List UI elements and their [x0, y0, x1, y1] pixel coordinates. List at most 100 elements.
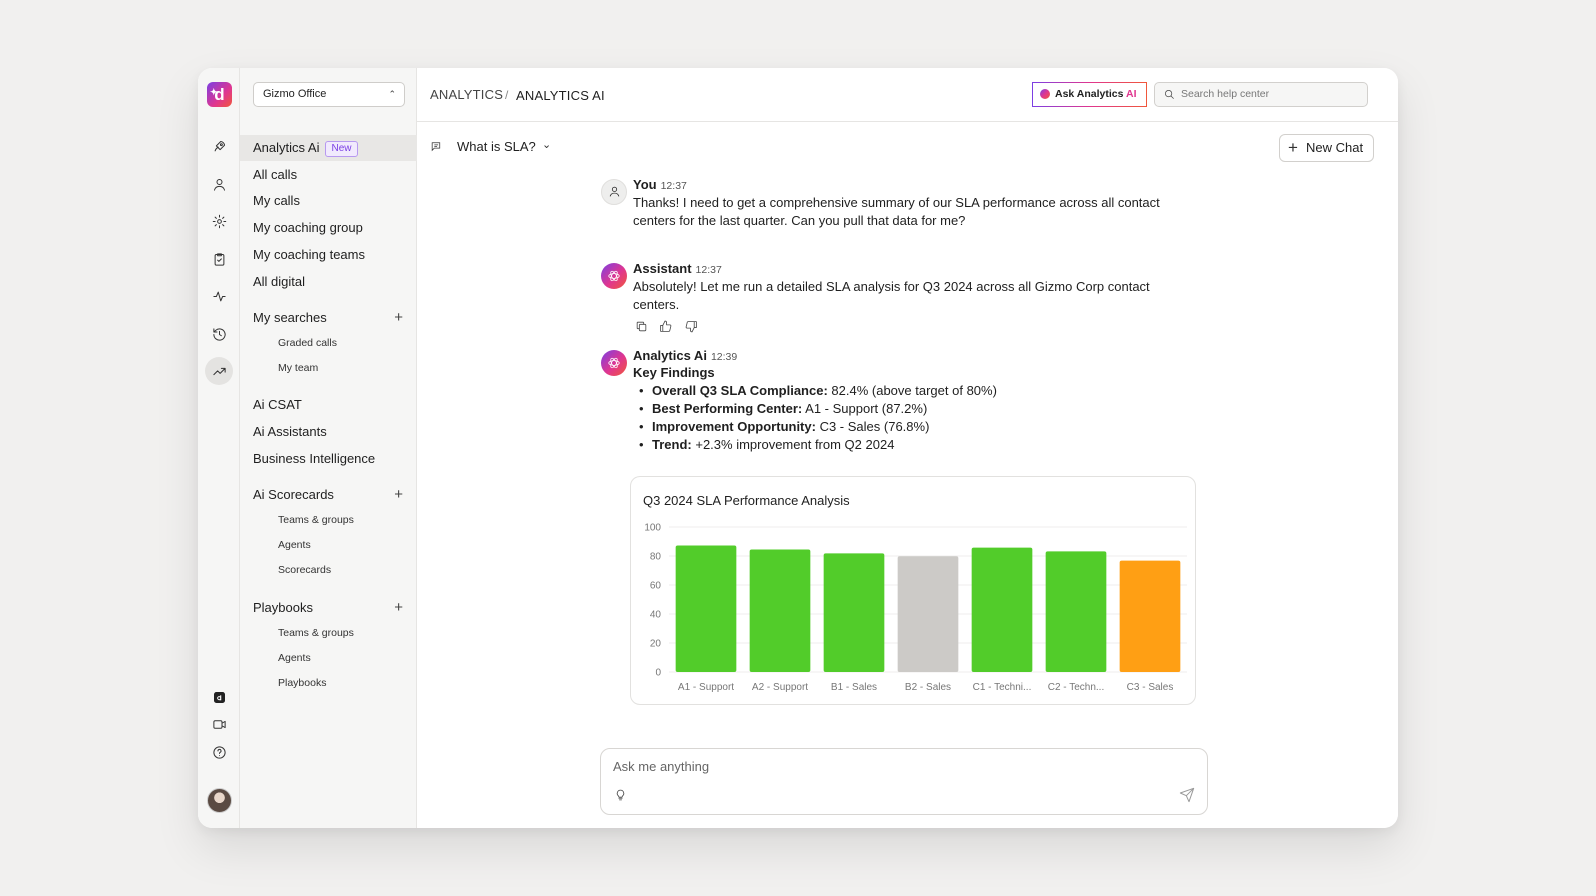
new-chat-label: New Chat — [1306, 140, 1364, 155]
activity-icon[interactable] — [207, 284, 231, 308]
sidebar-item-all-calls[interactable]: All calls — [240, 162, 417, 188]
sidebar-subitem-playbooks[interactable]: Playbooks — [278, 677, 327, 689]
thumbs-up-icon[interactable] — [659, 320, 673, 334]
sidebar-item-label: All digital — [253, 274, 306, 289]
clipboard-icon[interactable] — [207, 247, 231, 271]
main-panel: ANALYTICS / ANALYTICS AI Ask Analytics A… — [417, 68, 1398, 828]
sidebar-subitem-teams-groups[interactable]: Teams & groups — [278, 514, 354, 526]
sidebar-item-all-digital[interactable]: All digital — [240, 269, 417, 295]
sidebar-subitem-teams-groups[interactable]: Teams & groups — [278, 627, 354, 639]
history-icon[interactable] — [207, 322, 231, 346]
chart-title: Q3 2024 SLA Performance Analysis — [643, 493, 850, 508]
app-logo-icon[interactable] — [207, 685, 231, 709]
chart-bar[interactable] — [897, 556, 959, 672]
y-tick-label: 20 — [650, 639, 662, 650]
sidebar-item-my-calls[interactable]: My calls — [240, 188, 417, 214]
findings-list: Overall Q3 SLA Compliance: 82.4% (above … — [639, 382, 997, 454]
sidebar-item-my-coaching-group[interactable]: My coaching group — [240, 215, 417, 241]
user-avatar — [601, 179, 627, 205]
top-bar: ANALYTICS / ANALYTICS AI Ask Analytics A… — [417, 68, 1398, 122]
sidebar-item-business-intelligence[interactable]: Business Intelligence — [240, 446, 417, 472]
chat-history-icon — [431, 142, 441, 152]
chart-bar[interactable] — [823, 553, 885, 672]
x-tick-label: A1 - Support — [678, 682, 734, 693]
chart-bar[interactable] — [971, 547, 1033, 672]
sidebar-subitem-my-team[interactable]: My team — [278, 362, 319, 374]
sidebar-subitem-agents[interactable]: Agents — [278, 539, 311, 551]
new-badge: New — [325, 141, 358, 157]
chart-bar[interactable] — [1119, 560, 1181, 672]
sidebar-item-analytics-ai[interactable]: Analytics Ai New — [240, 135, 417, 161]
workspace-select[interactable]: Gizmo Office ⌃ — [253, 82, 405, 107]
thumbs-down-icon[interactable] — [685, 320, 699, 334]
app-logo-icon[interactable]: ✦ d — [207, 82, 232, 107]
message-text: Absolutely! Let me run a detailed SLA an… — [633, 279, 1150, 312]
add-scorecard-icon[interactable]: + — [394, 486, 403, 503]
x-tick-label: B2 - Sales — [905, 682, 951, 693]
ask-analytics-ai-button[interactable]: Ask Analytics AI — [1032, 82, 1147, 107]
x-tick-label: B1 - Sales — [831, 682, 877, 693]
y-tick-label: 40 — [650, 610, 662, 621]
x-tick-label: C3 - Sales — [1127, 682, 1174, 693]
sidebar-item-ai-assistants[interactable]: Ai Assistants — [240, 419, 417, 445]
ask-button-label: Ask Analytics — [1055, 88, 1124, 100]
sidebar-item-ai-scorecards[interactable]: Ai Scorecards — [240, 482, 417, 508]
search-placeholder: Search help center — [1181, 88, 1270, 100]
ask-button-ai-label: AI — [1126, 88, 1137, 100]
chat-composer — [600, 748, 1208, 815]
list-item: Improvement Opportunity: C3 - Sales (76.… — [639, 418, 997, 436]
sidebar-subitem-agents[interactable]: Agents — [278, 652, 311, 664]
plus-icon: + — [1288, 138, 1298, 157]
chart-card: 0 20 40 60 80 100 A1 - Support A2 - Support B1 -… — [630, 476, 1196, 705]
breadcrumb-separator: / — [505, 88, 509, 102]
workspace-name: Gizmo Office — [263, 88, 327, 100]
avatar[interactable] — [207, 788, 232, 813]
ai-orb-icon — [1040, 89, 1050, 99]
breadcrumb-root[interactable]: ANALYTICS — [430, 87, 504, 102]
atom-icon — [608, 270, 620, 282]
add-playbook-icon[interactable]: + — [394, 599, 403, 616]
sidebar-item-my-coaching-teams[interactable]: My coaching teams — [240, 242, 417, 268]
chat-title: What is SLA? — [457, 139, 536, 154]
lightbulb-icon[interactable] — [614, 787, 627, 803]
message-author: Assistant 12:37 — [633, 261, 722, 276]
sidebar-item-playbooks[interactable]: Playbooks — [240, 595, 417, 621]
chart-bar[interactable] — [675, 545, 737, 672]
help-icon[interactable] — [207, 740, 231, 764]
add-search-icon[interactable]: + — [394, 309, 403, 326]
user-icon[interactable] — [207, 172, 231, 196]
copy-icon[interactable] — [635, 320, 649, 334]
rocket-icon[interactable] — [207, 134, 231, 158]
video-icon[interactable] — [207, 712, 231, 736]
assistant-avatar — [601, 350, 627, 376]
gear-icon[interactable] — [207, 209, 231, 233]
list-item: Best Performing Center: A1 - Support (87… — [639, 400, 997, 418]
sidebar-item-label: Playbooks — [253, 600, 313, 615]
assistant-avatar — [601, 263, 627, 289]
findings-heading: Key Findings — [633, 365, 715, 380]
x-tick-label: C1 - Techni... — [973, 682, 1032, 693]
sidebar-item-my-searches[interactable]: My searches — [240, 305, 417, 331]
search-input[interactable]: Search help center — [1154, 82, 1368, 107]
message-author: Analytics Ai 12:39 — [633, 348, 738, 363]
chart-bar[interactable] — [1045, 551, 1107, 672]
x-tick-label: C2 - Techn... — [1048, 682, 1105, 693]
trend-icon[interactable] — [205, 357, 233, 385]
sidebar-item-label: My calls — [253, 193, 300, 208]
send-icon[interactable] — [1179, 787, 1195, 803]
bar-chart: 0 20 40 60 80 100 A1 - Support A2 - Support B1 -… — [644, 523, 1187, 693]
chat-input[interactable] — [613, 757, 1173, 775]
new-chat-button[interactable]: + New Chat — [1279, 134, 1374, 162]
search-icon — [1165, 90, 1174, 99]
sidebar-subitem-graded-calls[interactable]: Graded calls — [278, 337, 337, 349]
sidebar-item-label: My coaching teams — [253, 247, 365, 262]
sidebar-item-label: Ai CSAT — [253, 397, 302, 412]
message-author: You 12:37 — [633, 177, 687, 192]
sidebar-item-label: Analytics Ai — [253, 140, 320, 155]
list-item: Overall Q3 SLA Compliance: 82.4% (above … — [639, 382, 997, 400]
sidebar-item-label: My coaching group — [253, 220, 363, 235]
sidebar-subitem-scorecards[interactable]: Scorecards — [278, 564, 332, 576]
chart-bar[interactable] — [749, 549, 811, 672]
sidebar-item-ai-csat[interactable]: Ai CSAT — [240, 392, 417, 418]
sidebar-item-label: Ai Assistants — [253, 424, 327, 439]
